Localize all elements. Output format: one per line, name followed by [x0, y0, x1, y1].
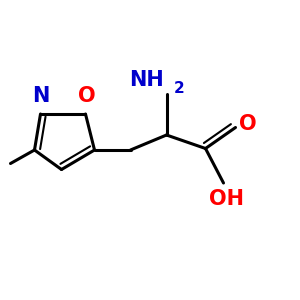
Text: NH: NH — [129, 70, 164, 90]
Text: 2: 2 — [174, 81, 185, 96]
Text: O: O — [78, 86, 96, 106]
Text: OH: OH — [209, 189, 244, 209]
Text: O: O — [239, 115, 257, 134]
Text: N: N — [32, 86, 49, 106]
